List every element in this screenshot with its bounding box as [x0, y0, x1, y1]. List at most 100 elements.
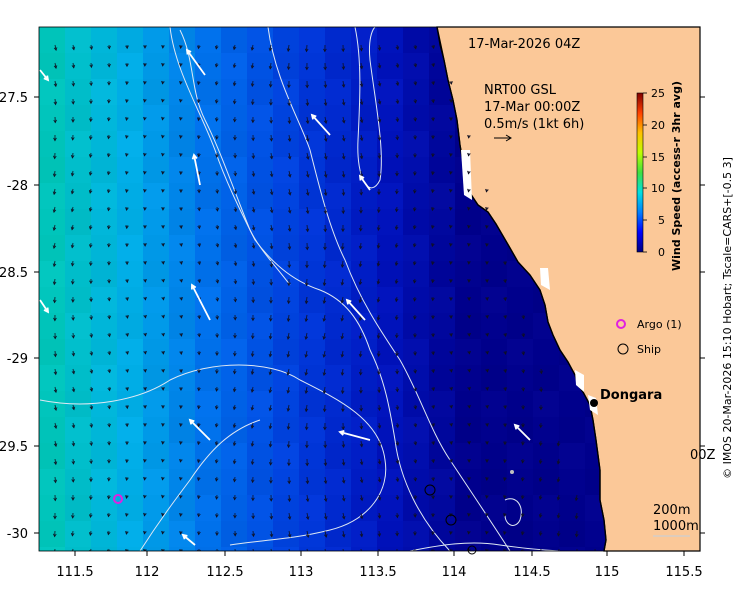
wind-arrow-head	[215, 334, 219, 338]
wind-arrow-head	[250, 353, 255, 358]
wind-arrow-head	[358, 245, 363, 250]
wind-arrow-head	[359, 101, 364, 106]
wind-arrow-head	[323, 498, 328, 502]
small-marker	[510, 470, 514, 474]
dongara-label: Dongara	[600, 388, 662, 403]
wind-arrow-head	[143, 314, 147, 319]
wind-arrow-head	[485, 441, 489, 445]
wind-arrow-head	[322, 336, 326, 340]
wind-arrow	[324, 170, 327, 178]
wind-arrow-head	[197, 459, 201, 464]
wind-arrow-head	[179, 476, 183, 481]
wind-arrow-head	[431, 171, 435, 176]
wind-arrow	[341, 368, 344, 376]
wind-arrow-head	[413, 99, 417, 104]
wind-arrow	[269, 350, 272, 357]
wind-arrow-head	[287, 462, 291, 467]
wind-arrow-head	[485, 459, 489, 463]
wind-arrow-head	[395, 100, 400, 105]
wind-arrow-head	[143, 441, 147, 445]
wind-arrow-head	[286, 336, 291, 340]
wind-arrow-head	[107, 99, 111, 104]
wind-arrow-head	[305, 498, 310, 503]
wind-arrow-head	[143, 45, 147, 49]
wind-arrow-head	[215, 190, 219, 194]
wind-arrow-head	[125, 99, 129, 104]
wind-arrow-head	[413, 387, 417, 392]
wind-arrow	[324, 188, 327, 196]
wind-arrow	[324, 458, 327, 466]
wind-arrow-head	[107, 81, 111, 86]
wind-arrow-head	[143, 548, 147, 551]
wind-arrow-head	[250, 389, 255, 393]
wind-arrow	[269, 62, 272, 69]
wind-arrow-head	[125, 297, 129, 302]
wind-arrow-head	[449, 404, 453, 409]
wind-arrow-head	[377, 64, 382, 69]
wind-arrow-head	[323, 210, 328, 215]
wind-arrow-head	[305, 138, 310, 142]
wind-arrow-head	[341, 119, 346, 124]
wind-arrow-head	[539, 388, 543, 393]
wind-arrow-head	[197, 513, 201, 518]
wind-arrow-head	[485, 368, 489, 373]
wind-arrow-head	[53, 515, 57, 520]
wind-arrow-head	[53, 407, 58, 412]
wind-arrow-head	[52, 227, 57, 231]
wind-arrow-head	[358, 335, 363, 340]
wind-arrow-head	[89, 478, 93, 483]
wind-arrow-head	[431, 459, 435, 464]
wind-arrow-head	[197, 225, 201, 230]
wind-arrow	[341, 296, 344, 303]
wind-arrow-head	[485, 548, 489, 551]
wind-arrow	[342, 440, 344, 448]
wind-arrow-head	[197, 207, 201, 212]
wind-arrow-head	[557, 551, 560, 554]
wind-arrow-head	[521, 333, 526, 338]
wind-arrow-head	[322, 372, 327, 377]
wind-arrow	[287, 422, 290, 430]
wind-arrow-head	[250, 83, 255, 88]
wind-arrow-head	[125, 531, 129, 535]
wind-arrow	[54, 404, 57, 411]
wind-arrow-head	[324, 156, 328, 160]
wind-arrow	[377, 224, 380, 231]
wind-arrow-head	[197, 279, 201, 284]
wind-arrow-head	[179, 369, 183, 374]
wind-arrow-head	[107, 495, 111, 500]
wind-arrow-head	[215, 279, 220, 284]
wind-arrow-head	[467, 368, 471, 373]
wind-arrow-head	[574, 533, 579, 538]
wind-arrow	[287, 314, 290, 322]
wind-arrow-head	[503, 369, 507, 373]
wind-arrow-head	[179, 153, 183, 157]
wind-arrow	[288, 512, 291, 520]
wind-arrow	[288, 188, 291, 195]
wind-arrow-head	[449, 477, 453, 481]
wind-arrow-head	[310, 113, 317, 120]
wind-arrow-head	[70, 154, 75, 159]
wind-arrow	[287, 404, 290, 412]
wind-arrow-head	[377, 389, 381, 394]
wind-arrow-head	[431, 99, 435, 104]
wind-arrow-head	[413, 316, 417, 320]
wind-arrow	[324, 152, 327, 160]
wind-arrow-head	[53, 317, 57, 322]
product-time: 17-Mar 00:00Z	[484, 100, 580, 115]
wind-arrow-head	[394, 316, 399, 321]
wind-arrow	[54, 458, 57, 465]
wind-arrow-head	[556, 496, 561, 501]
wind-arrow-head	[503, 405, 507, 410]
wind-arrow	[342, 98, 345, 105]
wind-arrow-head	[467, 422, 471, 427]
wind-arrow	[54, 476, 56, 483]
wind-arrow	[360, 476, 363, 483]
wind-arrow	[342, 62, 344, 70]
wind-arrow-head	[323, 246, 327, 251]
wind-arrow	[377, 314, 380, 321]
wind-arrow-head	[341, 84, 346, 88]
wind-arrow-head	[268, 425, 273, 430]
wind-arrow-head	[413, 136, 417, 140]
wind-arrow-head	[359, 155, 364, 160]
wind-arrow-head	[521, 405, 525, 410]
